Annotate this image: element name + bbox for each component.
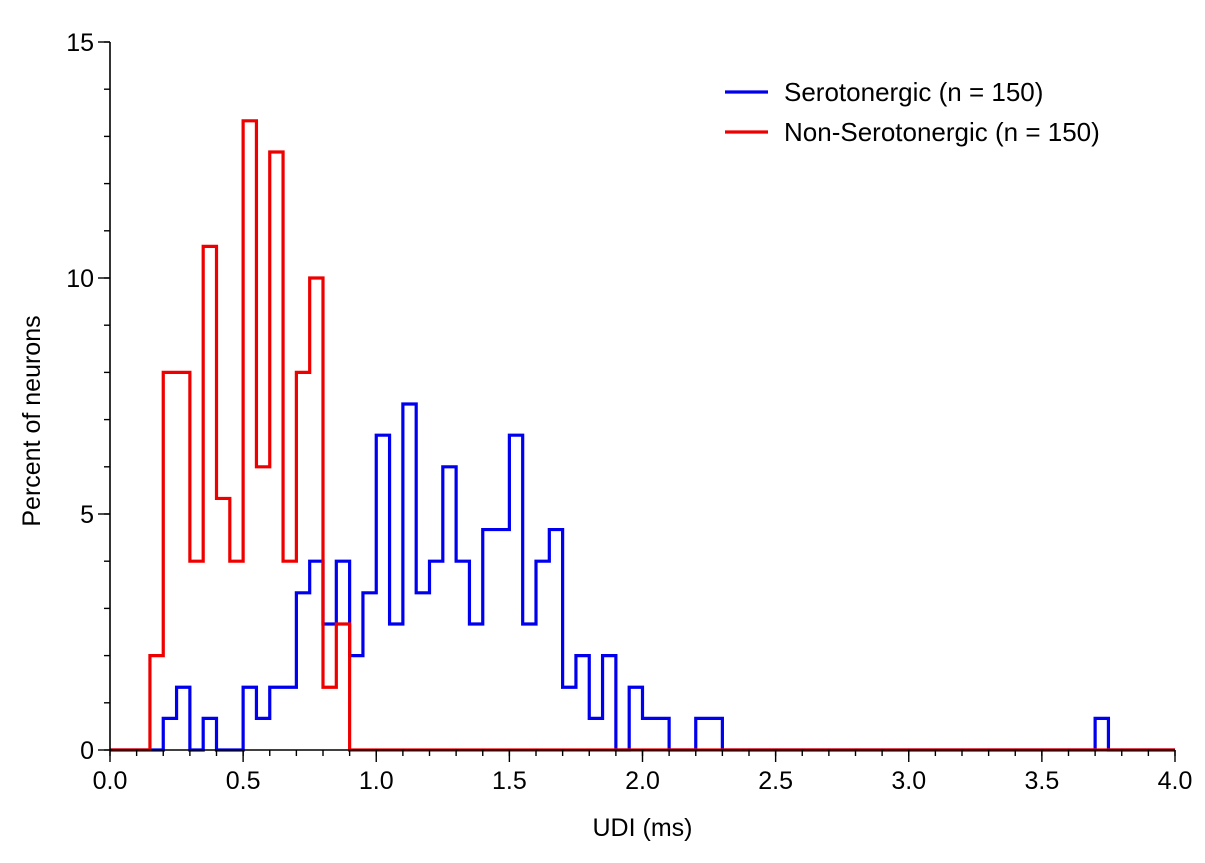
series-layer bbox=[110, 119, 1175, 752]
axes-layer: 0.0 0.5 1.0 1.5 2.0 2.5 3.0 3.5 4.0 0 5 10 15 UDI (… bbox=[18, 29, 1192, 842]
x-tick-label: 1.0 bbox=[359, 767, 394, 795]
x-ticks: 0.0 0.5 1.0 1.5 2.0 2.5 3.0 3.5 4.0 bbox=[93, 750, 1193, 795]
legend-label-serotonergic: Serotonergic (n = 150) bbox=[784, 77, 1043, 107]
x-tick-label: 4.0 bbox=[1158, 767, 1193, 795]
legend: Serotonergic (n = 150) Non-Serotonergic … bbox=[725, 77, 1100, 147]
x-tick-label: 3.0 bbox=[891, 767, 926, 795]
x-axis-title: UDI (ms) bbox=[593, 814, 693, 842]
legend-label-non-serotonergic: Non-Serotonergic (n = 150) bbox=[784, 117, 1100, 147]
x-tick-label: 2.0 bbox=[625, 767, 660, 795]
series-line-non-serotonergic bbox=[110, 119, 1175, 752]
y-tick-label: 5 bbox=[80, 501, 94, 529]
y-ticks: 0 5 10 15 bbox=[66, 29, 110, 765]
y-tick-label: 0 bbox=[80, 737, 94, 765]
y-tick-label: 10 bbox=[66, 265, 94, 293]
x-tick-label: 1.5 bbox=[492, 767, 527, 795]
y-tick-label: 15 bbox=[66, 29, 94, 57]
x-tick-label: 3.5 bbox=[1024, 767, 1059, 795]
x-tick-label: 2.5 bbox=[758, 767, 793, 795]
x-tick-label: 0.0 bbox=[93, 767, 128, 795]
x-tick-label: 0.5 bbox=[226, 767, 261, 795]
y-axis-title: Percent of neurons bbox=[18, 315, 46, 526]
